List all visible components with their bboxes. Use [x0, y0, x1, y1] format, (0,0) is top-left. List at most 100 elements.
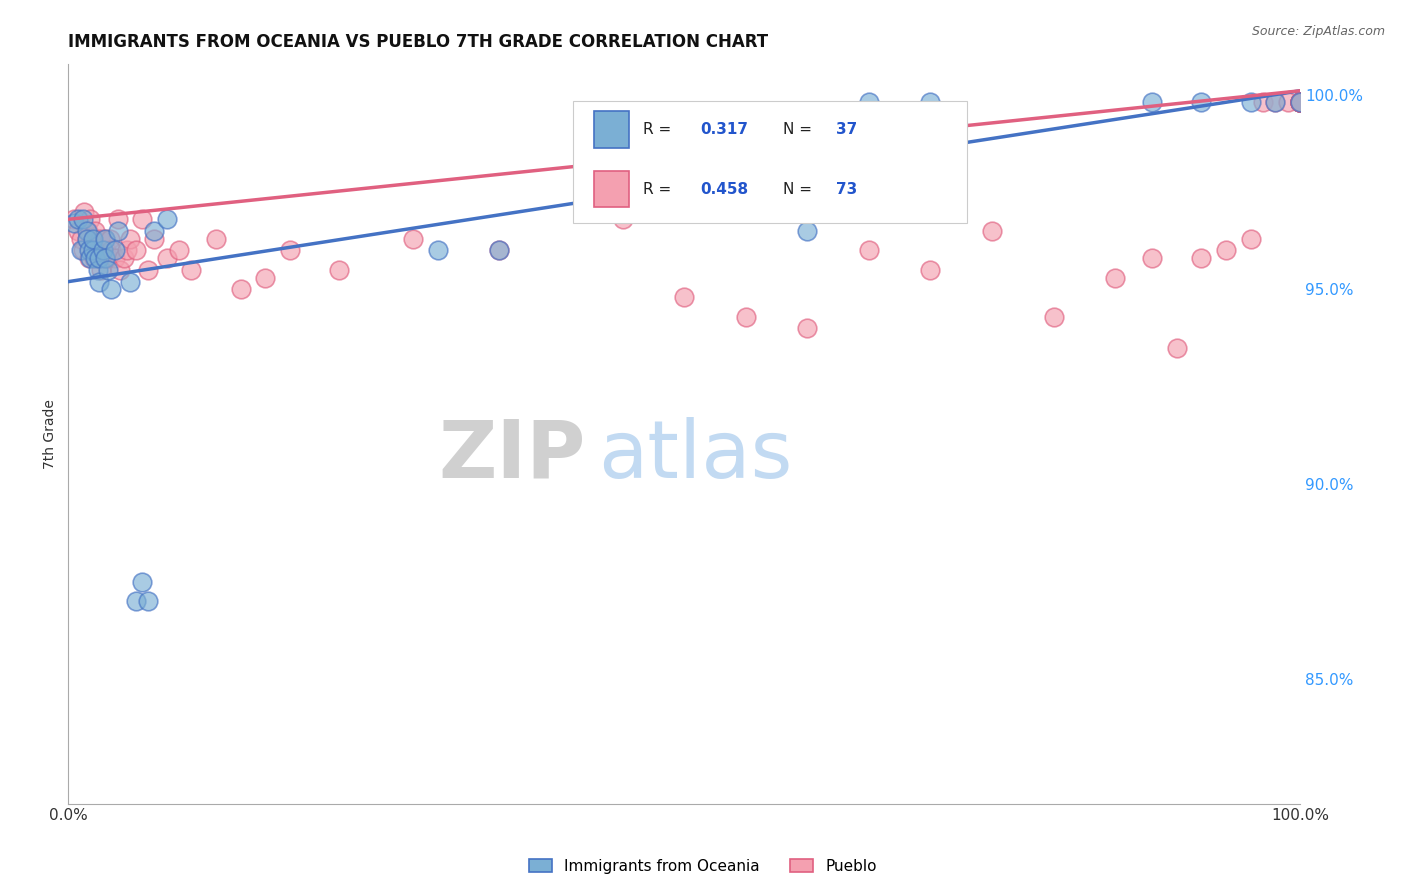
Point	[1289, 95, 1312, 110]
Point	[156, 212, 179, 227]
Point	[69, 232, 91, 246]
Point	[76, 232, 98, 246]
Point	[73, 204, 96, 219]
Point	[1289, 95, 1312, 110]
Point	[1215, 244, 1237, 258]
Point	[1251, 95, 1274, 110]
Text: 37: 37	[835, 122, 856, 137]
Point	[94, 252, 117, 266]
Point	[1140, 252, 1163, 266]
Point	[91, 252, 114, 266]
Point	[89, 232, 111, 246]
Point	[328, 263, 350, 277]
Point	[1191, 252, 1213, 266]
Y-axis label: 7th Grade: 7th Grade	[44, 399, 58, 468]
Point	[96, 244, 118, 258]
Point	[82, 232, 104, 246]
Point	[1166, 341, 1188, 355]
Point	[1289, 95, 1312, 110]
Point	[1289, 95, 1312, 110]
Point	[131, 574, 153, 589]
Bar	[595, 170, 628, 208]
Point	[612, 212, 634, 227]
Point	[117, 244, 139, 258]
Point	[79, 252, 101, 266]
Point	[67, 224, 90, 238]
Point	[858, 244, 880, 258]
Text: R =: R =	[644, 182, 676, 196]
Point	[136, 594, 159, 608]
Point	[1289, 95, 1312, 110]
Point	[107, 224, 129, 238]
Point	[112, 252, 135, 266]
Text: 0.458: 0.458	[700, 182, 748, 196]
Point	[143, 224, 166, 238]
Text: IMMIGRANTS FROM OCEANIA VS PUEBLO 7TH GRADE CORRELATION CHART: IMMIGRANTS FROM OCEANIA VS PUEBLO 7TH GR…	[69, 33, 768, 51]
Point	[69, 244, 91, 258]
Point	[77, 252, 100, 266]
Point	[1289, 95, 1312, 110]
Point	[1104, 270, 1126, 285]
Point	[87, 263, 110, 277]
Point	[1240, 232, 1263, 246]
Point	[83, 252, 105, 266]
Point	[104, 244, 127, 258]
Point	[1042, 310, 1064, 324]
Text: R =: R =	[644, 122, 676, 137]
Point	[91, 244, 114, 258]
Point	[90, 263, 112, 277]
Point	[1240, 95, 1263, 110]
Point	[63, 216, 86, 230]
Point	[1289, 95, 1312, 110]
Text: N =: N =	[783, 182, 817, 196]
Point	[1140, 95, 1163, 110]
Point	[87, 244, 110, 258]
Point	[118, 275, 141, 289]
Text: atlas: atlas	[598, 417, 792, 495]
Text: 73: 73	[835, 182, 856, 196]
Point	[1289, 95, 1312, 110]
Point	[1277, 95, 1299, 110]
Point	[402, 232, 425, 246]
Point	[1191, 95, 1213, 110]
Point	[94, 232, 117, 246]
Point	[920, 95, 942, 110]
Point	[180, 263, 202, 277]
Point	[77, 224, 100, 238]
Point	[67, 212, 90, 227]
Point	[100, 282, 122, 296]
Point	[87, 252, 110, 266]
Point	[76, 232, 98, 246]
Point	[167, 244, 190, 258]
Point	[1289, 95, 1312, 110]
Point	[77, 244, 100, 258]
Point	[63, 212, 86, 227]
Point	[858, 95, 880, 110]
Point	[97, 263, 120, 277]
Point	[72, 212, 94, 227]
Point	[87, 252, 110, 266]
Point	[104, 252, 127, 266]
Bar	[595, 112, 628, 148]
Point	[426, 244, 449, 258]
Point	[97, 252, 120, 266]
Point	[107, 212, 129, 227]
Point	[143, 232, 166, 246]
Point	[1289, 95, 1312, 110]
Point	[108, 263, 131, 277]
Point	[84, 252, 107, 266]
Point	[229, 282, 252, 296]
Point	[205, 232, 228, 246]
Point	[72, 244, 94, 258]
Point	[1289, 95, 1312, 110]
Point	[87, 275, 110, 289]
Point	[488, 244, 510, 258]
Text: Source: ZipAtlas.com: Source: ZipAtlas.com	[1251, 25, 1385, 38]
Point	[125, 594, 148, 608]
Point	[84, 224, 107, 238]
Point	[79, 212, 101, 227]
Point	[82, 244, 104, 258]
Point	[100, 244, 122, 258]
Point	[156, 252, 179, 266]
Text: 0.317: 0.317	[700, 122, 748, 137]
